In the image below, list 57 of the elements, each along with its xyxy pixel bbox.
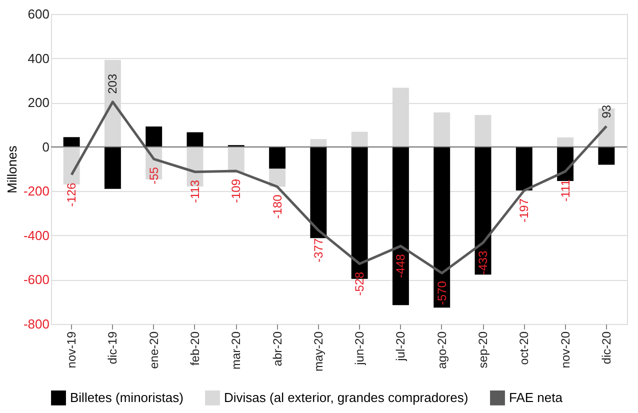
data-label: -111 <box>558 179 572 202</box>
bar <box>186 132 204 147</box>
y-tick-label: 0 <box>42 139 50 154</box>
bar <box>269 168 286 187</box>
bar <box>474 114 492 147</box>
x-tick-label: feb-20 <box>188 331 202 366</box>
data-label: -448 <box>394 254 408 278</box>
bar <box>269 146 286 169</box>
bar <box>434 146 450 308</box>
x-tick-label: mar-20 <box>229 331 244 370</box>
bar <box>557 137 574 147</box>
x-tick-label: nov-20 <box>558 331 572 368</box>
bar <box>146 126 162 147</box>
legend-label: FAE neta <box>509 390 564 405</box>
bar <box>310 139 327 147</box>
x-tick-label: dic-19 <box>106 331 120 364</box>
x-tick-label: ene-20 <box>146 331 161 369</box>
y-tick-label: -600 <box>23 272 50 288</box>
data-label: -109 <box>229 178 244 204</box>
x-tick-label: jul-20 <box>394 331 408 362</box>
x-tick-label: dic-20 <box>599 331 614 364</box>
bar <box>598 146 615 165</box>
x-tick-label: may-20 <box>311 331 326 372</box>
data-label: 203 <box>106 74 120 94</box>
y-tick-label: -200 <box>23 184 50 199</box>
data-label: -570 <box>434 280 449 306</box>
bar <box>104 146 121 189</box>
data-label: -180 <box>270 194 284 219</box>
x-tick-label: oct-20 <box>517 331 532 365</box>
data-label: -197 <box>517 198 532 223</box>
data-label: -433 <box>476 250 490 275</box>
x-tick-label: sep-20 <box>476 331 490 368</box>
data-label: -126 <box>64 182 79 207</box>
bar <box>63 137 80 147</box>
bar <box>434 112 450 147</box>
y-tick-label: -800 <box>23 316 50 332</box>
x-tick-label: ago-20 <box>434 331 449 369</box>
data-label: -113 <box>188 180 202 204</box>
data-label: -55 <box>146 166 161 184</box>
y-tick-label: -400 <box>23 228 50 243</box>
y-tick-label: 400 <box>28 50 50 66</box>
bar <box>474 146 492 275</box>
bar <box>392 146 409 306</box>
y-tick-label: 600 <box>28 6 50 22</box>
y-tick-label: 200 <box>28 95 50 110</box>
x-tick-label: jun-20 <box>352 331 367 366</box>
x-tick-label: abr-20 <box>270 331 284 366</box>
data-label: -377 <box>311 238 326 262</box>
data-label: 93 <box>599 104 614 118</box>
legend-label: Divisas (al exterior, grandes compradores) <box>224 390 468 405</box>
y-axis-title: Millones <box>4 145 20 194</box>
x-tick-label: nov-19 <box>64 331 79 368</box>
bar <box>516 146 532 190</box>
legend-label: Billetes (minoristas) <box>70 390 184 405</box>
data-label: -528 <box>352 271 367 296</box>
bar <box>310 146 327 238</box>
bar <box>351 132 368 147</box>
